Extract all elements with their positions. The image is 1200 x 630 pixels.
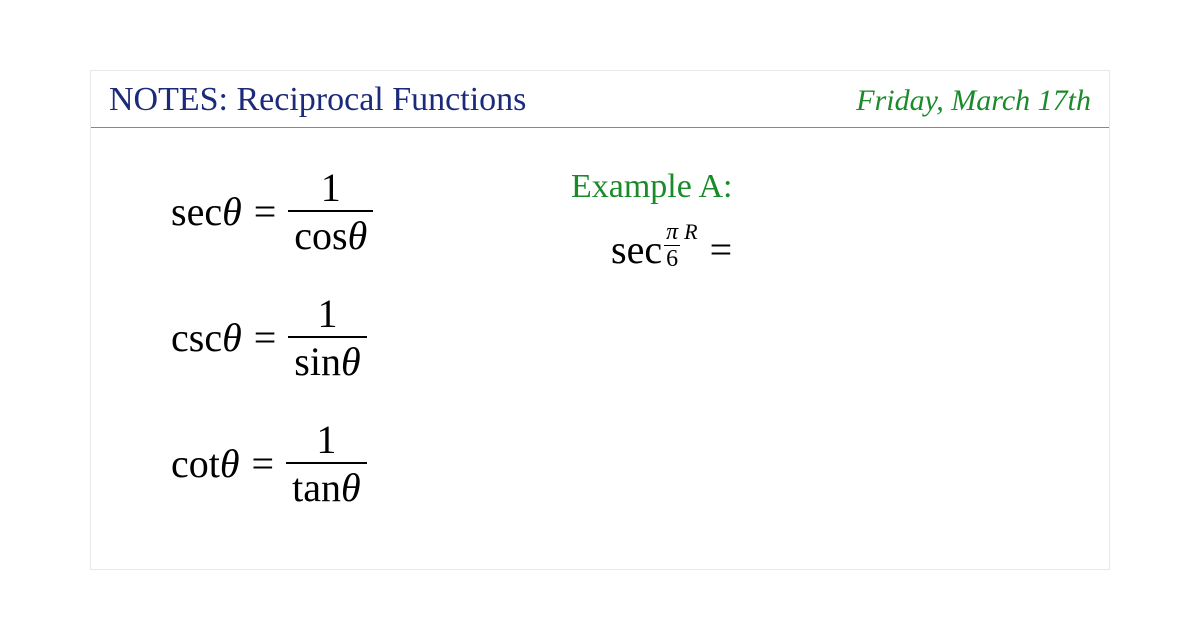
fraction: 1 tanθ — [286, 420, 367, 508]
denominator: sinθ — [288, 336, 366, 382]
equals-sign: = — [254, 192, 277, 232]
theta: θ — [341, 339, 361, 384]
theta: θ — [222, 192, 242, 232]
equals-sign: = — [252, 444, 275, 484]
page-date: Friday, March 17th — [856, 84, 1091, 118]
denominator: tanθ — [286, 462, 367, 508]
func-name: csc — [171, 318, 222, 358]
den-func: sin — [294, 339, 341, 384]
theta: θ — [348, 213, 368, 258]
theta: θ — [220, 444, 240, 484]
eq-lhs: secθ — [171, 192, 242, 232]
example-arg-den: 6 — [664, 245, 680, 271]
example-label: Example A: — [571, 168, 744, 206]
denominator: cosθ — [288, 210, 373, 256]
example-arg-num: π — [664, 220, 680, 245]
fraction: 1 sinθ — [288, 294, 366, 382]
fraction: 1 cosθ — [288, 168, 373, 256]
page-title: NOTES: Reciprocal Functions — [109, 81, 526, 119]
equals-sign: = — [254, 318, 277, 358]
numerator: 1 — [310, 420, 342, 462]
example-sup: R — [684, 219, 697, 245]
equation-cot: cotθ = 1 tanθ — [171, 420, 531, 508]
func-name: sec — [171, 192, 222, 232]
den-func: tan — [292, 465, 341, 510]
example-column: Example A: sec π 6 R = — [531, 168, 744, 546]
eq-lhs: cotθ — [171, 444, 240, 484]
notes-card: NOTES: Reciprocal Functions Friday, Marc… — [90, 70, 1110, 570]
numerator: 1 — [315, 168, 347, 210]
definitions-column: secθ = 1 cosθ cscθ = 1 sinθ — [171, 168, 531, 546]
example-arg-fraction: π 6 — [664, 220, 680, 271]
example-equation: sec π 6 R = — [571, 224, 744, 275]
content-area: secθ = 1 cosθ cscθ = 1 sinθ — [91, 128, 1109, 546]
theta: θ — [222, 318, 242, 358]
equation-sec: secθ = 1 cosθ — [171, 168, 531, 256]
example-func: sec — [611, 226, 662, 273]
header: NOTES: Reciprocal Functions Friday, Marc… — [91, 71, 1109, 128]
eq-lhs: cscθ — [171, 318, 242, 358]
numerator: 1 — [311, 294, 343, 336]
theta: θ — [341, 465, 361, 510]
equals-sign: = — [710, 226, 733, 273]
func-name: cot — [171, 444, 220, 484]
equation-csc: cscθ = 1 sinθ — [171, 294, 531, 382]
den-func: cos — [294, 213, 347, 258]
